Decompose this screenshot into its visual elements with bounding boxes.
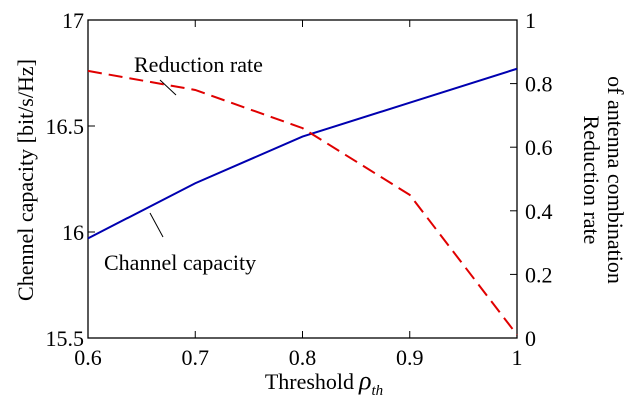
right-y-tick-label: 1 [525, 8, 536, 33]
right-y-axis-ticks: 0 0.2 0.4 0.6 0.8 1 [510, 8, 553, 351]
x-axis-label-symbol: ρ [358, 366, 371, 395]
series-line-reduction-rate [87, 69, 518, 336]
left-y-axis-label: Chennel capacity [bit/s/Hz] [13, 59, 38, 301]
x-tick-label: 0.6 [74, 345, 102, 370]
x-tick-label: 0.7 [182, 345, 210, 370]
x-axis-ticks: 0.6 0.7 0.8 0.9 1 [74, 20, 523, 370]
x-tick-label: 1 [512, 345, 523, 370]
left-y-tick-label: 17 [62, 8, 84, 33]
x-tick-label: 0.9 [396, 345, 424, 370]
left-y-tick-label: 16 [62, 220, 84, 245]
x-tick-label: 0.8 [289, 345, 317, 370]
right-y-tick-label: 0 [525, 326, 536, 351]
annotation-leader-channel-capacity [149, 212, 164, 238]
right-y-axis-label-line2: of antenna combination [603, 76, 627, 284]
right-y-axis-label-line1: Reduction rate [579, 116, 604, 245]
right-y-tick-label: 0.8 [525, 72, 553, 97]
left-y-tick-label: 16.5 [46, 114, 85, 139]
right-y-tick-label: 0.2 [525, 262, 553, 287]
annotation-channel-capacity: Channel capacity [104, 250, 256, 275]
right-y-tick-label: 0.4 [525, 199, 553, 224]
x-axis-label-subscript: th [372, 383, 384, 399]
x-axis-label: Threshold ρth [265, 366, 383, 399]
left-y-tick-label: 15.5 [46, 326, 85, 351]
series-line-channel-capacity [87, 67, 518, 240]
x-axis-label-text: Threshold [265, 369, 354, 394]
annotation-reduction-rate: Reduction rate [134, 52, 263, 77]
right-y-tick-label: 0.6 [525, 135, 553, 160]
annotation-leader-reduction-rate [159, 79, 177, 96]
left-y-axis-ticks: 15.5 16 16.5 17 [46, 8, 95, 351]
